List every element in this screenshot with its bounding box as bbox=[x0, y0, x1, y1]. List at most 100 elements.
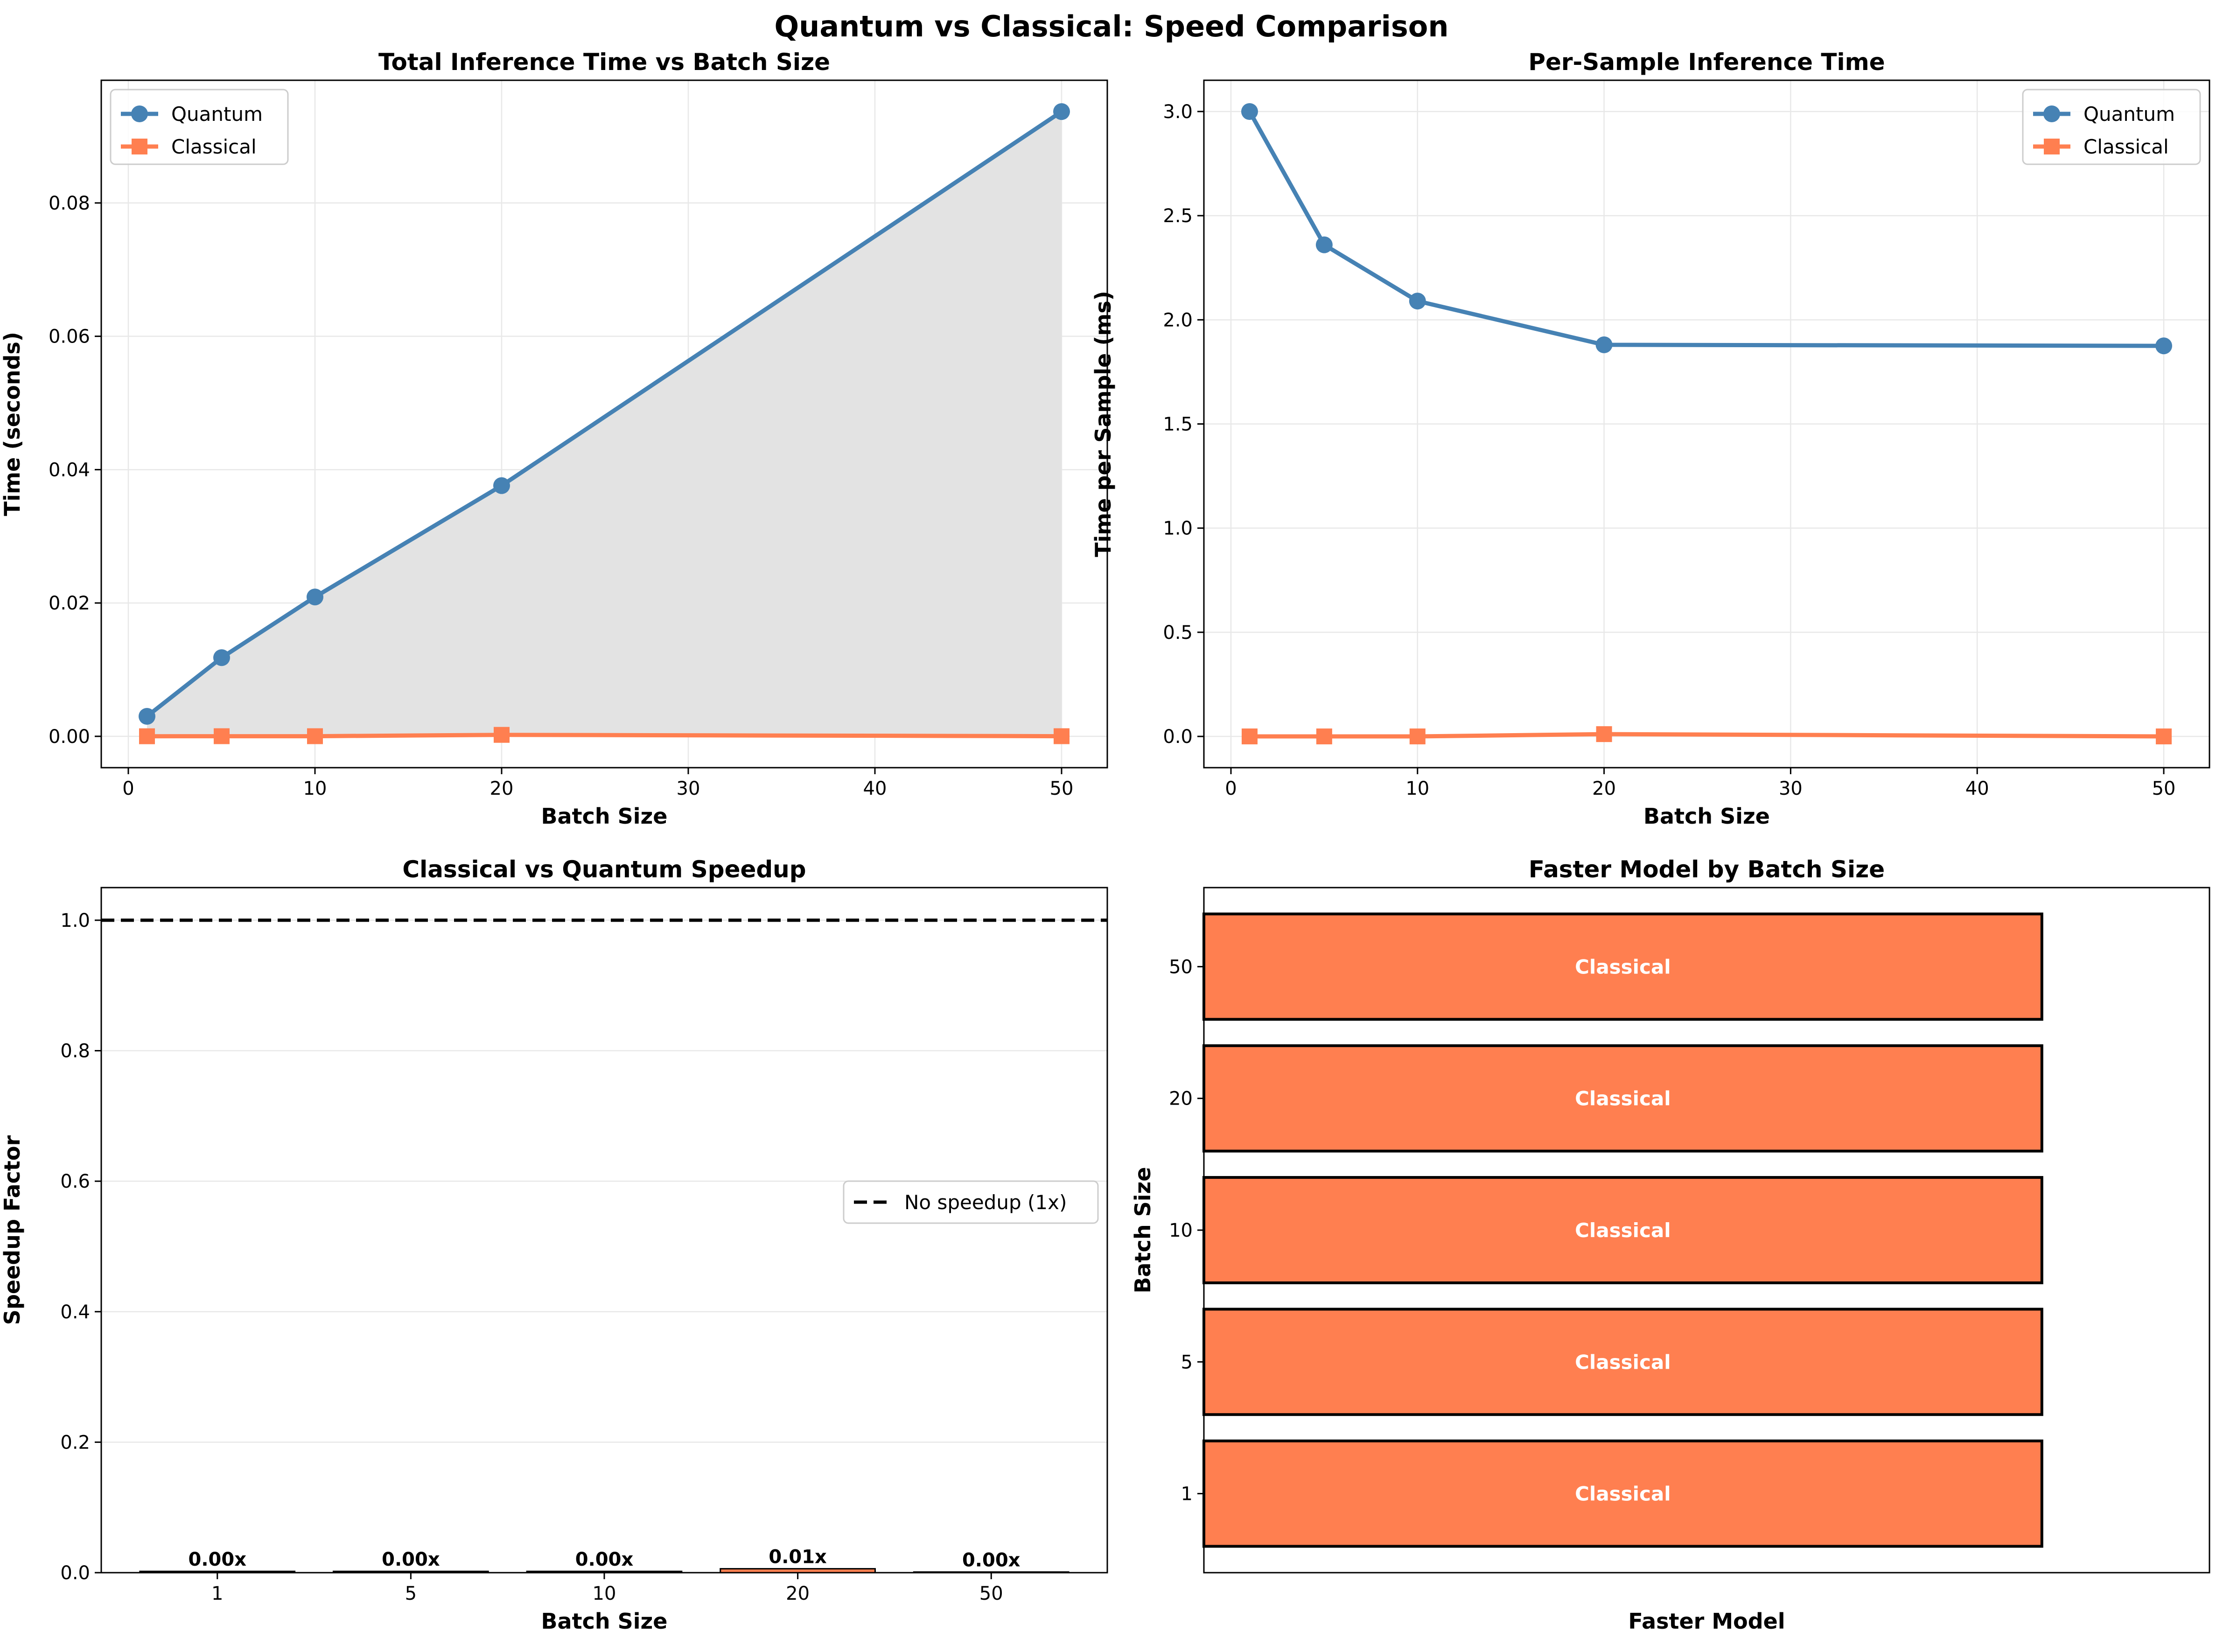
data-point-quantum bbox=[1409, 293, 1426, 310]
faster-model-bar bbox=[1202, 1439, 2043, 1548]
axes-frame-0 bbox=[100, 79, 1108, 769]
y-tick-label: 20 bbox=[1169, 1088, 1193, 1110]
data-point-classical bbox=[2156, 728, 2172, 745]
data-point-quantum bbox=[213, 649, 230, 666]
data-point-quantum bbox=[307, 588, 323, 606]
bar-data-label: Classical bbox=[1575, 1483, 1671, 1505]
data-point-classical bbox=[1316, 728, 1332, 745]
legend-swatch-marker bbox=[2043, 105, 2060, 122]
y-tick-label: 0.8 bbox=[60, 1041, 90, 1062]
y-tick-label: 1.0 bbox=[1163, 518, 1193, 539]
chart-per-sample-time: Per-Sample Inference Time Batch Size 0 10 20… bbox=[1091, 49, 2210, 829]
legend-label: No speedup (1x) bbox=[904, 1191, 1067, 1214]
y-tick-label: 2.0 bbox=[1163, 309, 1193, 331]
bar-data-label: 0.00x bbox=[382, 1549, 440, 1570]
y-axis-label-1: Time per Sample (ms) bbox=[1091, 291, 1116, 557]
fill-between-area bbox=[147, 112, 1062, 736]
legend-label: Quantum bbox=[171, 103, 263, 126]
x-tick-label: 20 bbox=[1592, 778, 1616, 799]
faster-model-bar bbox=[1202, 1308, 2043, 1416]
y-tick-label: 5 bbox=[1181, 1351, 1193, 1373]
series-line-classical bbox=[147, 733, 1062, 739]
data-point-classical bbox=[214, 728, 230, 744]
y-axis-label-2: Speedup Factor bbox=[0, 1135, 25, 1325]
x-axis-label-1: Batch Size bbox=[1643, 804, 1770, 829]
x-tick-label: 40 bbox=[863, 778, 887, 799]
data-point-classical bbox=[1596, 726, 1612, 742]
chart-total-time: Total Inference Time vs Batch Size Batch … bbox=[0, 49, 1108, 829]
bar-data-label: 0.00x bbox=[962, 1550, 1021, 1571]
chart-title-3: Faster Model by Batch Size bbox=[1529, 856, 1885, 883]
x-tick-label: 50 bbox=[979, 1583, 1003, 1604]
y-tick-label: 0.02 bbox=[49, 593, 90, 614]
chart-speedup: Classical vs Quantum Speedup Batch Size 0.… bbox=[0, 856, 1108, 1634]
y-tick-label: 50 bbox=[1169, 956, 1193, 978]
y-tick-label: 0.0 bbox=[1163, 726, 1193, 748]
legend-swatch-marker bbox=[132, 139, 147, 154]
bar-data-label: 0.01x bbox=[769, 1547, 827, 1568]
data-point-classical bbox=[494, 727, 510, 743]
data-point-quantum bbox=[493, 477, 510, 494]
y-tick-label: 0.06 bbox=[49, 326, 90, 348]
y-tick-label: 1.5 bbox=[1163, 414, 1193, 435]
x-axis-label-2: Batch Size bbox=[541, 1609, 668, 1634]
y-tick-label: 0.2 bbox=[60, 1432, 90, 1453]
data-point-quantum bbox=[139, 707, 155, 725]
x-tick-label: 10 bbox=[593, 1583, 616, 1604]
data-point-quantum bbox=[1053, 103, 1070, 120]
x-tick-label: 50 bbox=[1050, 778, 1074, 799]
legend-label: Classical bbox=[171, 135, 257, 158]
axes-frame-3 bbox=[1203, 887, 2210, 1574]
bar-data-label: 0.00x bbox=[575, 1549, 634, 1570]
y-tick-label: 0.4 bbox=[60, 1302, 90, 1323]
x-tick-label: 10 bbox=[303, 778, 327, 799]
figure-suptitle: Quantum vs Classical: Speed Comparison bbox=[774, 9, 1448, 43]
y-tick-label: 0.0 bbox=[60, 1562, 90, 1584]
data-point-quantum bbox=[1241, 103, 1258, 120]
data-point-classical bbox=[1054, 728, 1070, 744]
x-tick-label: 1 bbox=[211, 1583, 223, 1604]
y-tick-label: 10 bbox=[1169, 1220, 1193, 1241]
y-tick-label: 0.08 bbox=[49, 193, 90, 214]
bar-data-label: Classical bbox=[1575, 1219, 1671, 1242]
legend-swatch-marker bbox=[131, 105, 148, 122]
data-point-quantum bbox=[2155, 337, 2173, 355]
chart-title-0: Total Inference Time vs Batch Size bbox=[378, 49, 830, 76]
y-axis-label-3: Batch Size bbox=[1130, 1167, 1155, 1294]
bar-data-label: Classical bbox=[1575, 955, 1671, 978]
bar-data-label: Classical bbox=[1575, 1351, 1671, 1373]
data-point-classical bbox=[139, 728, 155, 744]
chart-title-2: Classical vs Quantum Speedup bbox=[402, 856, 806, 883]
series-line-classical bbox=[1249, 732, 2164, 739]
x-tick-label: 20 bbox=[490, 778, 514, 799]
x-tick-label: 5 bbox=[405, 1583, 417, 1604]
x-axis-label-3: Faster Model bbox=[1628, 1609, 1785, 1634]
legend-label: Classical bbox=[2083, 135, 2169, 158]
y-tick-label: 0.6 bbox=[60, 1171, 90, 1192]
x-tick-label: 10 bbox=[1405, 778, 1429, 799]
data-point-classical bbox=[1409, 728, 1426, 745]
y-tick-label: 1.0 bbox=[60, 910, 90, 931]
chart-title-1: Per-Sample Inference Time bbox=[1528, 49, 1885, 76]
faster-model-bar bbox=[1202, 912, 2043, 1021]
x-axis-label-0: Batch Size bbox=[541, 804, 668, 829]
x-tick-label: 0 bbox=[122, 778, 134, 799]
chart-faster-model: Faster Model by Batch Size Faster Model Cl… bbox=[1130, 856, 2210, 1634]
faster-model-bar bbox=[1202, 1044, 2043, 1153]
data-point-classical bbox=[1241, 728, 1258, 745]
x-tick-label: 40 bbox=[1965, 778, 1989, 799]
y-tick-label: 0.5 bbox=[1163, 622, 1193, 644]
data-point-classical bbox=[307, 728, 323, 744]
x-tick-label: 20 bbox=[786, 1583, 810, 1604]
bar-data-label: Classical bbox=[1575, 1087, 1671, 1110]
data-point-quantum bbox=[1315, 236, 1333, 253]
bar-data-label: 0.00x bbox=[189, 1549, 247, 1570]
x-tick-label: 0 bbox=[1225, 778, 1237, 799]
y-tick-label: 2.5 bbox=[1163, 205, 1193, 227]
legend-box bbox=[843, 1180, 1099, 1224]
x-tick-label: 30 bbox=[677, 778, 700, 799]
legend-label: Quantum bbox=[2083, 103, 2175, 126]
y-tick-label: 0.00 bbox=[49, 726, 90, 748]
data-point-quantum bbox=[1595, 336, 1613, 353]
axes-frame-1 bbox=[1203, 79, 2210, 769]
